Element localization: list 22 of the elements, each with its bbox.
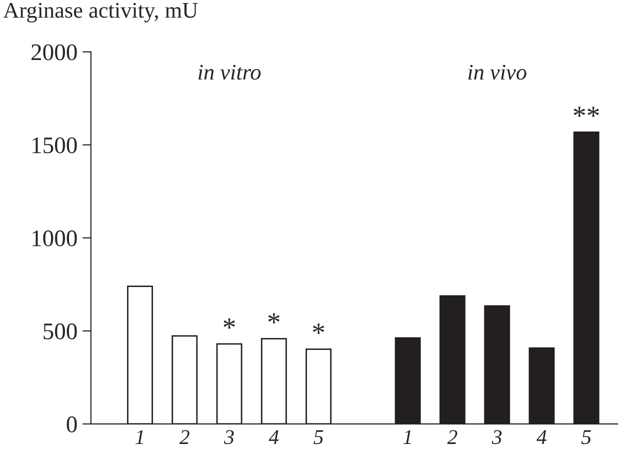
data-label: * bbox=[224, 318, 235, 329]
data-label: * bbox=[268, 313, 280, 324]
y-tick-label: 0 bbox=[66, 416, 77, 432]
y-tick-label: 500 bbox=[44, 323, 77, 340]
x-tick-label: 5 bbox=[314, 430, 324, 444]
x-tick-label: 2 bbox=[179, 430, 190, 444]
annotation: in vivo bbox=[468, 64, 526, 80]
y-axis-title: Arginase activity, mU bbox=[3, 2, 198, 22]
x-tick-label: 4 bbox=[536, 430, 546, 444]
x-tick-label: 1 bbox=[136, 430, 143, 444]
x-tick-label: 5 bbox=[581, 430, 591, 444]
data-label: ** bbox=[574, 106, 599, 117]
y-tick-label: 1000 bbox=[32, 230, 77, 246]
x-tick-label: 1 bbox=[403, 430, 411, 444]
data-label: * bbox=[312, 324, 324, 334]
x-tick-label: 3 bbox=[224, 430, 234, 444]
y-tick-label: 1500 bbox=[32, 137, 77, 154]
x-tick-label: 3 bbox=[492, 430, 502, 444]
x-tick-label: 4 bbox=[268, 430, 279, 444]
y-tick-label: 2000 bbox=[32, 44, 77, 60]
x-tick-label: 2 bbox=[447, 430, 458, 444]
annotation: in vitro bbox=[198, 64, 261, 80]
